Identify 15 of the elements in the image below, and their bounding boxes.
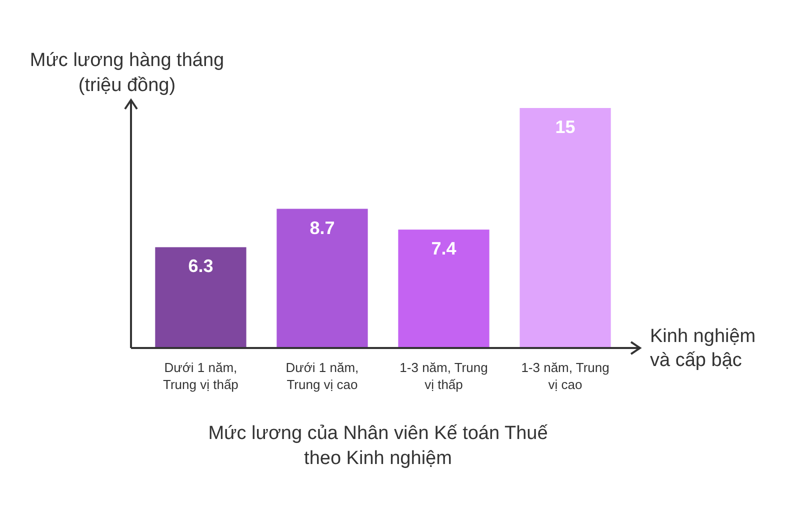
x-tick-label: 1-3 năm, Trung vị cao [521, 360, 610, 392]
bar [520, 108, 611, 348]
bar [155, 247, 246, 348]
data-label: 6.3 [188, 256, 214, 276]
text: Mức lương của Nhân viên Kế toán Thuế theo Kinh nghiệm [208, 423, 548, 469]
x-tick-label: Dưới 1 năm, Trung vị thấp [163, 360, 238, 392]
x-tick-label: 1-3 năm, Trung vị thấp [400, 360, 488, 392]
bar [276, 208, 368, 348]
x-tick-label: Dưới 1 năm, Trung vị cao [286, 360, 359, 392]
y-axis-title: Mức lương hàng tháng (triệu đồng) [30, 50, 224, 96]
data-label: 7.4 [431, 238, 456, 259]
data-label: 8.7 [310, 218, 335, 238]
data-label: 15 [555, 117, 576, 137]
bar [398, 230, 490, 348]
x-axis-title: Kinh nghiệm và cấp bậc [650, 326, 756, 371]
